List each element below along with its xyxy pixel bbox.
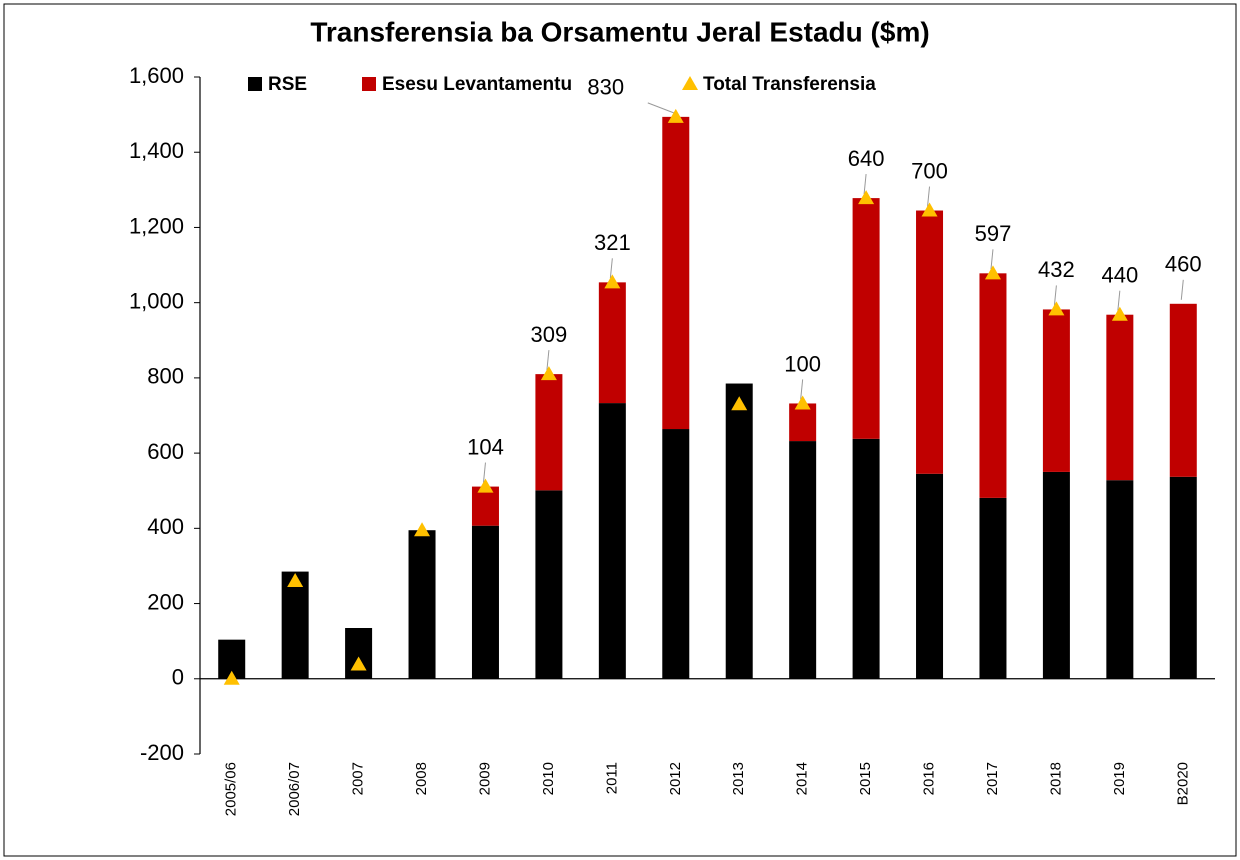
legend-swatch <box>362 77 376 91</box>
x-tick-label: 2005/06 <box>223 762 240 816</box>
total-marker <box>540 366 557 381</box>
data-label: 700 <box>911 158 948 183</box>
y-tick-label: 200 <box>147 589 184 614</box>
leader-line <box>1117 290 1121 311</box>
bar-segment <box>1169 476 1197 679</box>
leader-line <box>927 186 931 207</box>
bar-segment <box>535 490 563 679</box>
bar-segment <box>979 497 1007 679</box>
x-tick-label: 2015 <box>857 762 874 795</box>
y-tick-label: 600 <box>147 439 184 464</box>
total-marker <box>794 395 811 410</box>
total-marker <box>223 670 240 685</box>
bar-segment <box>345 628 373 679</box>
bar-segment <box>789 441 817 679</box>
leader-line <box>546 350 550 371</box>
bar-segment <box>408 530 436 679</box>
bar-segment <box>662 116 690 430</box>
legend-label: RSE <box>268 74 307 95</box>
bar-segment <box>725 383 753 679</box>
leader-line <box>609 258 613 279</box>
total-marker <box>682 76 698 90</box>
x-tick-label: 2012 <box>667 762 684 795</box>
y-tick-label: 0 <box>172 665 184 690</box>
total-marker <box>1111 306 1128 321</box>
total-marker <box>350 656 367 671</box>
data-label: 460 <box>1165 252 1202 277</box>
bar-segment <box>1106 314 1134 481</box>
leader-line <box>990 249 994 270</box>
bar-segment <box>598 282 626 404</box>
y-tick-label: 1,000 <box>129 288 184 313</box>
x-tick-label: 2007 <box>350 762 367 795</box>
bar-segment <box>916 210 944 474</box>
y-tick-label: 400 <box>147 514 184 539</box>
bar-segment <box>979 273 1007 498</box>
x-tick-label: 2009 <box>476 762 493 795</box>
legend-label: Total Transferensia <box>703 74 876 95</box>
data-label: 104 <box>467 434 504 459</box>
leader-line <box>647 102 674 114</box>
total-marker <box>477 478 494 493</box>
total-marker <box>731 396 748 411</box>
y-tick-label: 1,600 <box>129 63 184 88</box>
x-tick-label: 2014 <box>794 762 811 795</box>
total-marker <box>604 274 621 289</box>
total-marker <box>921 202 938 217</box>
total-marker <box>858 190 875 205</box>
x-tick-label: 2019 <box>1111 762 1128 795</box>
bar-segment <box>852 438 880 679</box>
data-label: 321 <box>594 230 631 255</box>
y-tick-label: 1,200 <box>129 213 184 238</box>
data-label: 100 <box>784 351 821 376</box>
x-tick-label: 2016 <box>921 762 938 795</box>
bar-segment <box>1042 309 1070 472</box>
leader-line <box>1180 279 1184 300</box>
leader-line <box>482 462 486 483</box>
bar-segment <box>852 198 880 439</box>
bar-segment <box>598 403 626 679</box>
legend-label: Esesu Levantamentu <box>382 74 572 95</box>
bar-segment <box>1169 303 1197 477</box>
x-tick-label: 2018 <box>1047 762 1064 795</box>
bar-segment <box>789 403 817 442</box>
total-marker <box>1048 301 1065 316</box>
bar-segment <box>281 571 309 679</box>
total-marker <box>287 572 304 587</box>
data-label: 640 <box>848 146 885 171</box>
bar-segment <box>1042 471 1070 679</box>
bar-segment <box>916 473 944 679</box>
bar-segment <box>535 374 563 491</box>
total-marker <box>414 522 431 537</box>
leader-line <box>1053 285 1057 306</box>
x-tick-label: 2006/07 <box>286 762 303 816</box>
bar-segment <box>471 486 499 526</box>
x-tick-label: 2017 <box>984 762 1001 795</box>
y-tick-label: -200 <box>140 740 184 765</box>
chart-title: Transferensia ba Orsamentu Jeral Estadu … <box>310 16 929 47</box>
bar-segment <box>662 429 690 679</box>
x-tick-label: B2020 <box>1174 762 1191 805</box>
leader-line <box>800 379 804 400</box>
data-label: 830 <box>587 75 624 100</box>
legend-swatch <box>248 77 262 91</box>
x-tick-label: 2010 <box>540 762 557 795</box>
bar-segment <box>471 525 499 679</box>
x-tick-label: 2008 <box>413 762 430 795</box>
x-tick-label: 2011 <box>603 762 620 794</box>
x-tick-label: 2013 <box>730 762 747 795</box>
data-label: 440 <box>1101 263 1138 288</box>
bar-segment <box>1106 480 1134 679</box>
data-label: 597 <box>975 221 1012 246</box>
legend: RSE Esesu Levantamentu Total Transferensia <box>248 74 876 95</box>
data-label: 432 <box>1038 257 1075 282</box>
leader-line <box>863 174 867 195</box>
y-tick-label: 800 <box>147 364 184 389</box>
total-marker <box>667 108 684 123</box>
total-marker <box>984 265 1001 280</box>
data-label: 309 <box>531 322 568 347</box>
y-tick-label: 1,400 <box>129 138 184 163</box>
